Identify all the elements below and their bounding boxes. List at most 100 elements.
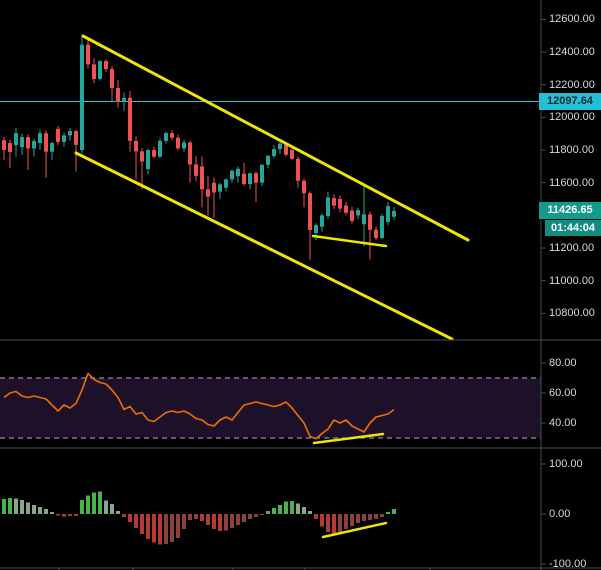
macd-bar bbox=[362, 514, 366, 521]
candle-body bbox=[278, 143, 282, 150]
candle-body bbox=[194, 164, 198, 176]
macd-bar bbox=[218, 514, 222, 531]
candle-body bbox=[242, 173, 246, 185]
price-tick-label: 12200.00 bbox=[549, 78, 595, 91]
macd-bar bbox=[158, 514, 162, 545]
candle-body bbox=[350, 210, 354, 221]
candle-body bbox=[98, 61, 102, 80]
macd-bar bbox=[38, 507, 42, 514]
price-tick-label: 12400.00 bbox=[549, 46, 595, 59]
candle-body bbox=[260, 164, 264, 183]
last-price-badge: 11426.65 bbox=[539, 202, 601, 219]
candle-body bbox=[158, 140, 162, 157]
candle-body bbox=[20, 136, 24, 148]
candle-body bbox=[146, 150, 150, 170]
macd-bar bbox=[242, 514, 246, 522]
candle-body bbox=[230, 170, 234, 180]
macd-bar bbox=[278, 505, 282, 514]
candle-body bbox=[182, 142, 186, 149]
candle-body bbox=[206, 189, 210, 197]
price-pane[interactable] bbox=[0, 0, 541, 340]
candle-body bbox=[170, 133, 174, 138]
macd-bar bbox=[290, 501, 294, 514]
price-support-trendline[interactable] bbox=[311, 234, 388, 248]
macd-bar bbox=[62, 514, 66, 517]
macd-bar bbox=[308, 511, 312, 514]
candle-body bbox=[176, 137, 180, 149]
macd-bar bbox=[140, 514, 144, 534]
macd-bar bbox=[200, 514, 204, 521]
alert-price-badge: 12097.64 bbox=[539, 93, 601, 110]
macd-bar bbox=[98, 491, 102, 514]
candle-body bbox=[152, 150, 156, 157]
macd-bar bbox=[344, 514, 348, 529]
candle-body bbox=[290, 150, 294, 159]
lower-channel-trendline[interactable] bbox=[74, 151, 454, 341]
macd-bar bbox=[356, 514, 360, 523]
macd-bar bbox=[146, 514, 150, 539]
candle-body bbox=[8, 143, 12, 153]
candle-body bbox=[254, 173, 258, 183]
macd-bar bbox=[74, 514, 78, 516]
macd-bar bbox=[380, 514, 384, 517]
candle-body bbox=[296, 158, 300, 181]
candle-body bbox=[368, 214, 372, 230]
macd-bar bbox=[80, 500, 84, 514]
macd-bar bbox=[44, 509, 48, 514]
macd-bar bbox=[326, 514, 330, 532]
rsi-divergence-trendline[interactable] bbox=[312, 432, 385, 445]
macd-tick-label: -100.00 bbox=[549, 558, 587, 570]
macd-bar bbox=[20, 500, 24, 514]
candle-body bbox=[110, 69, 114, 89]
macd-bar bbox=[14, 498, 18, 514]
macd-bar bbox=[236, 514, 240, 525]
candle-body bbox=[134, 140, 138, 152]
candle-body bbox=[338, 199, 342, 209]
candle-body bbox=[38, 133, 42, 144]
candle-body bbox=[320, 215, 324, 227]
price-tick-label: 12000.00 bbox=[549, 111, 595, 124]
candle-body bbox=[122, 97, 126, 102]
candle-body bbox=[380, 216, 384, 238]
macd-bar bbox=[134, 514, 138, 528]
macd-bar bbox=[188, 514, 192, 520]
candle-body bbox=[218, 184, 222, 192]
candle-body bbox=[26, 136, 30, 149]
macd-bar bbox=[206, 514, 210, 525]
candle-body bbox=[80, 44, 84, 151]
candle-body bbox=[188, 142, 192, 165]
price-tick-label: 10800.00 bbox=[549, 307, 595, 320]
candle-body bbox=[116, 88, 120, 102]
candle-body bbox=[314, 225, 318, 234]
candle-body bbox=[362, 214, 366, 225]
candle-body bbox=[332, 198, 336, 206]
macd-bar bbox=[8, 498, 12, 514]
macd-pane[interactable] bbox=[0, 448, 541, 568]
candle-body bbox=[50, 143, 54, 152]
price-tick-label: 12600.00 bbox=[549, 13, 595, 26]
macd-bar bbox=[272, 508, 276, 514]
candle-body bbox=[68, 131, 72, 136]
macd-divergence-trendline[interactable] bbox=[321, 521, 388, 539]
macd-bar bbox=[392, 509, 396, 514]
macd-bar bbox=[296, 503, 300, 514]
macd-bar bbox=[332, 514, 336, 534]
macd-bar bbox=[374, 514, 378, 519]
rsi-tick-label: 40.00 bbox=[549, 417, 577, 429]
macd-bar bbox=[92, 492, 96, 514]
macd-bar bbox=[338, 514, 342, 532]
candle-body bbox=[374, 229, 378, 238]
macd-bar bbox=[170, 514, 174, 542]
price-tick-label: 11600.00 bbox=[549, 176, 595, 189]
candle-body bbox=[56, 128, 60, 142]
macd-bar bbox=[284, 501, 288, 514]
upper-channel-trendline[interactable] bbox=[81, 34, 470, 242]
macd-bar bbox=[248, 514, 252, 519]
macd-bar bbox=[266, 511, 270, 514]
candle-body bbox=[2, 140, 6, 151]
rsi-line bbox=[3, 372, 395, 440]
candle-body bbox=[224, 179, 228, 188]
macd-bar bbox=[230, 514, 234, 528]
candle-body bbox=[92, 64, 96, 80]
